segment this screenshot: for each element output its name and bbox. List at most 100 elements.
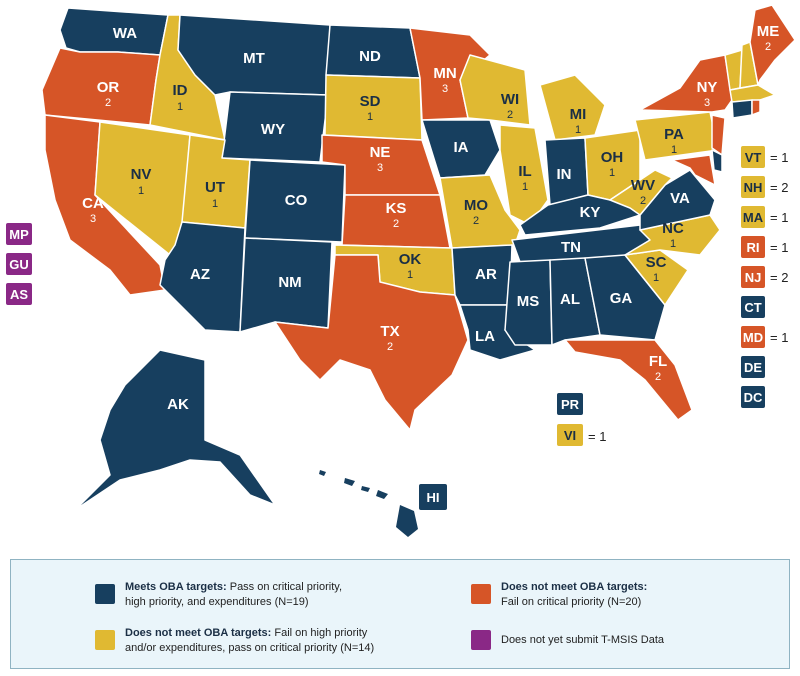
label-la: LA xyxy=(475,328,495,345)
label-mi: MI xyxy=(570,106,587,123)
state-ny[interactable] xyxy=(639,54,733,113)
label-mo: MO xyxy=(464,197,488,214)
label-il: IL xyxy=(518,163,531,180)
label-tn: TN xyxy=(561,239,581,256)
legend-purple: Does not yet submit T-MSIS Data xyxy=(501,634,665,646)
state-tx[interactable] xyxy=(274,254,469,431)
count-mi: 1 xyxy=(575,124,581,136)
count-oh: 1 xyxy=(609,167,615,179)
territory-pr[interactable]: PR xyxy=(556,392,584,416)
label-az: AZ xyxy=(190,266,210,283)
state-nj[interactable] xyxy=(711,114,726,156)
state-de[interactable] xyxy=(711,149,723,173)
legend-meets: Meets OBA targets: Pass on critical prio… xyxy=(125,581,342,608)
territory-vi[interactable]: VI xyxy=(556,423,584,447)
count-nv: 1 xyxy=(138,185,144,197)
label-co: CO xyxy=(285,192,308,209)
label-ok: OK xyxy=(399,251,422,268)
count-ny: 3 xyxy=(704,97,710,109)
state-mi[interactable] xyxy=(539,74,606,141)
label-mt: MT xyxy=(243,50,265,67)
east-box-ri[interactable]: RI xyxy=(740,235,766,259)
east-box-de[interactable]: DE xyxy=(740,355,766,379)
east-box-dc[interactable]: DC xyxy=(740,385,766,409)
state-ia[interactable] xyxy=(421,119,501,179)
label-nd: ND xyxy=(359,48,381,65)
state-wy[interactable] xyxy=(221,91,329,163)
label-ms: MS xyxy=(517,293,540,310)
territory-mp[interactable]: MP xyxy=(5,222,33,246)
state-ri[interactable] xyxy=(751,99,761,116)
label-al: AL xyxy=(560,291,580,308)
hawaii-islands xyxy=(319,470,418,537)
legend-swatch-orange xyxy=(471,584,491,604)
state-ct[interactable] xyxy=(731,99,753,119)
label-ca: CA xyxy=(82,195,104,212)
legend: Meets OBA targets: Pass on critical prio… xyxy=(10,559,790,669)
east-box-count-vt: = 1 xyxy=(770,150,789,165)
label-va: VA xyxy=(670,190,690,207)
count-il: 1 xyxy=(522,181,528,193)
count-id: 1 xyxy=(177,101,183,113)
state-ak[interactable] xyxy=(74,349,276,511)
label-nv: NV xyxy=(131,166,152,183)
state-fl[interactable] xyxy=(564,339,693,421)
us-map: WA OR 2 CA 3 ID 1 NV 1 MT WY UT 1 AZ CO … xyxy=(41,4,796,537)
east-box-md[interactable]: MD xyxy=(740,325,766,349)
count-wi: 2 xyxy=(507,109,513,121)
legend-swatch-purple xyxy=(471,630,491,650)
state-wv[interactable] xyxy=(609,169,673,216)
east-box-count-ri: = 1 xyxy=(770,240,789,255)
label-fl: FL xyxy=(649,353,667,370)
legend-swatch-meets xyxy=(95,584,115,604)
territory-as[interactable]: AS xyxy=(5,282,33,306)
state-wi[interactable] xyxy=(459,54,531,126)
label-oh: OH xyxy=(601,149,624,166)
east-box-ma[interactable]: MA xyxy=(740,205,766,229)
state-md[interactable] xyxy=(671,154,716,186)
east-box-ct[interactable]: CT xyxy=(740,295,766,319)
state-hi-box[interactable]: HI xyxy=(418,483,448,511)
label-wi: WI xyxy=(501,91,519,108)
territory-gu[interactable]: GU xyxy=(5,252,33,276)
label-ga: GA xyxy=(610,290,633,307)
label-me: ME xyxy=(757,23,780,40)
count-sc: 1 xyxy=(653,272,659,284)
count-mn: 3 xyxy=(442,83,448,95)
count-ut: 1 xyxy=(212,198,218,210)
count-ks: 2 xyxy=(393,218,399,230)
count-ok: 1 xyxy=(407,269,413,281)
east-box-count-ma: = 1 xyxy=(770,210,789,225)
count-ca: 3 xyxy=(90,213,96,225)
state-ms[interactable] xyxy=(504,259,553,346)
east-box-vt[interactable]: VT xyxy=(740,145,766,169)
count-pa: 1 xyxy=(671,144,677,156)
territory-vi-count: = 1 xyxy=(588,429,607,444)
east-box-count-nj: = 2 xyxy=(770,270,789,285)
label-sc: SC xyxy=(646,254,667,271)
east-box-count-md: = 1 xyxy=(770,330,789,345)
state-ma[interactable] xyxy=(729,84,776,103)
count-sd: 1 xyxy=(367,111,373,123)
state-al[interactable] xyxy=(549,257,601,346)
state-ga[interactable] xyxy=(584,254,666,341)
east-box-nh[interactable]: NH xyxy=(740,175,766,199)
state-me[interactable] xyxy=(749,4,796,86)
count-tx: 2 xyxy=(387,341,393,353)
count-fl: 2 xyxy=(655,371,661,383)
label-or: OR xyxy=(97,79,120,96)
label-sd: SD xyxy=(360,93,381,110)
label-ne: NE xyxy=(370,144,391,161)
east-box-nj[interactable]: NJ xyxy=(740,265,766,289)
label-wa: WA xyxy=(113,25,137,42)
label-ks: KS xyxy=(386,200,407,217)
label-ar: AR xyxy=(475,266,497,283)
label-wv: WV xyxy=(631,177,655,194)
legend-swatch-yellow xyxy=(95,630,115,650)
state-nc[interactable] xyxy=(624,214,721,256)
count-nc: 1 xyxy=(670,238,676,250)
label-tx: TX xyxy=(380,323,399,340)
count-wv: 2 xyxy=(640,195,646,207)
legend-yellow: Does not meet OBA targets: Fail on high … xyxy=(125,627,375,654)
label-ak: AK xyxy=(167,396,189,413)
